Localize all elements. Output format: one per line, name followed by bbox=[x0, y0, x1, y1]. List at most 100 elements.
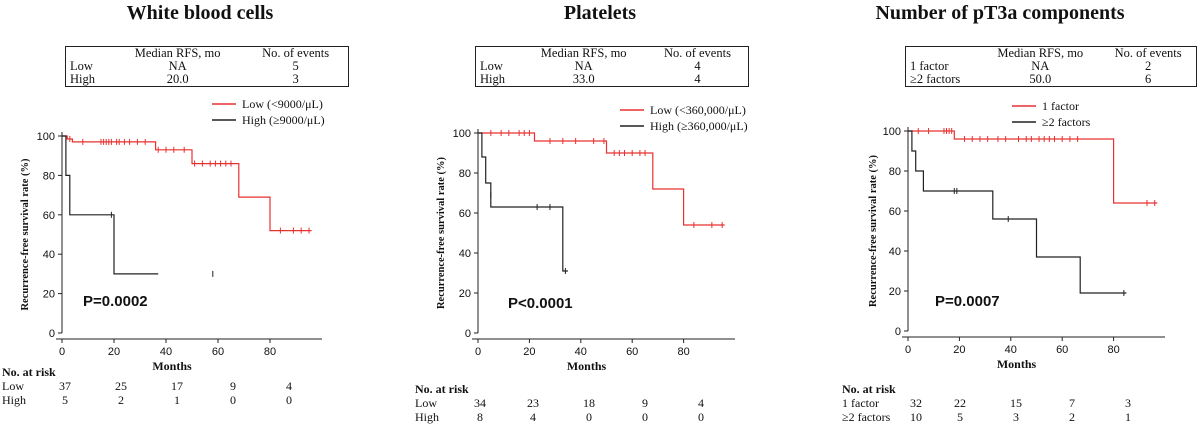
risk-table: No. at risk 1 factor 32 22 15 7 3 ≥2 fac… bbox=[842, 382, 1156, 424]
table-events-value: 4 bbox=[694, 59, 701, 73]
risk-value: 23 bbox=[527, 396, 539, 410]
survival-curve-low bbox=[908, 130, 1158, 204]
y-tick-label: 100 bbox=[453, 128, 471, 140]
x-axis-label: Months bbox=[997, 357, 1037, 371]
risk-value: 2 bbox=[118, 393, 124, 407]
x-tick-label: 20 bbox=[953, 344, 965, 356]
y-tick-label: 60 bbox=[459, 208, 471, 220]
chart-title: White blood cells bbox=[126, 2, 274, 24]
x-axis-label: Months bbox=[152, 359, 192, 373]
risk-value: 0 bbox=[286, 393, 292, 407]
table-row-label: High bbox=[480, 72, 505, 86]
risk-value: 0 bbox=[642, 410, 648, 424]
x-tick-label: 0 bbox=[475, 346, 481, 358]
risk-value: 0 bbox=[586, 410, 592, 424]
risk-value: 7 bbox=[1069, 396, 1075, 410]
risk-value: 0 bbox=[698, 410, 704, 424]
risk-value: 34 bbox=[474, 396, 486, 410]
risk-row-label: Low bbox=[2, 379, 24, 393]
x-tick-label: 80 bbox=[1107, 344, 1119, 356]
y-tick-label: 80 bbox=[459, 168, 471, 180]
y-axis-label: Recurrence-free survival rate (%) bbox=[868, 154, 879, 307]
y-tick-label: 40 bbox=[43, 249, 55, 261]
y-tick-label: 100 bbox=[883, 126, 901, 138]
risk-value: 9 bbox=[642, 396, 648, 410]
risk-table: No. at risk Low 37 25 17 9 4 High 5 2 1 … bbox=[2, 365, 317, 407]
y-tick-label: 40 bbox=[459, 248, 471, 260]
risk-row-label: Low bbox=[415, 396, 437, 410]
table-header-events: No. of events bbox=[1114, 46, 1182, 60]
y-tick-label: 100 bbox=[37, 131, 55, 143]
risk-value: 18 bbox=[583, 396, 595, 410]
y-tick-label: 0 bbox=[49, 328, 55, 340]
risk-value: 1 bbox=[1125, 410, 1131, 424]
x-tick-label: 40 bbox=[160, 346, 172, 358]
y-tick-label: 60 bbox=[43, 210, 55, 222]
y-tick-label: 0 bbox=[465, 328, 471, 340]
table-events-value: 3 bbox=[292, 72, 299, 86]
table-median-value: NA bbox=[168, 59, 187, 73]
table-row-label: 1 factor bbox=[910, 59, 949, 73]
table-header-median: Median RFS, mo bbox=[134, 46, 221, 60]
table-events-value: 4 bbox=[694, 72, 701, 86]
median-rfs-table: Median RFS, mo No. of events 1 factor NA 2 … bbox=[905, 46, 1197, 87]
x-axis-label: Months bbox=[567, 359, 607, 373]
legend-label: Low (<9000/μL) bbox=[242, 97, 323, 111]
x-tick-label: 20 bbox=[523, 346, 535, 358]
x-tick-label: 60 bbox=[1056, 344, 1068, 356]
risk-row-label: High bbox=[415, 410, 439, 424]
risk-value: 25 bbox=[115, 379, 127, 393]
legend-label: High (≥360,000/μL) bbox=[650, 119, 748, 133]
survival-curve-low bbox=[62, 135, 312, 232]
y-tick-label: 40 bbox=[889, 246, 901, 258]
risk-value: 5 bbox=[62, 393, 68, 407]
legend-label: High (≥9000/μL) bbox=[242, 113, 325, 127]
risk-header: No. at risk bbox=[415, 382, 469, 396]
table-header-events: No. of events bbox=[262, 46, 330, 60]
table-row-label: Low bbox=[480, 59, 503, 73]
x-tick-label: 20 bbox=[108, 346, 120, 358]
chart-title: Number of pT3a components bbox=[875, 2, 1125, 24]
legend-label: ≥2 factors bbox=[1042, 115, 1091, 129]
risk-value: 32 bbox=[910, 396, 922, 410]
risk-table: No. at risk Low 34 23 18 9 4 High 8 4 0 … bbox=[415, 382, 729, 424]
risk-header: No. at risk bbox=[842, 382, 896, 396]
legend-label: Low (<360,000/μL) bbox=[650, 103, 746, 117]
risk-value: 4 bbox=[698, 396, 704, 410]
y-tick-label: 80 bbox=[43, 170, 55, 182]
km-plot: 0 20 40 60 80 100 0 20 40 60 80 Months Recurrence-fr… bbox=[436, 103, 748, 373]
table-events-value: 5 bbox=[292, 59, 299, 73]
x-tick-label: 80 bbox=[264, 346, 276, 358]
median-rfs-table: Median RFS, mo No. of events Low NA 4 High 3… bbox=[475, 46, 749, 87]
y-tick-label: 80 bbox=[889, 166, 901, 178]
risk-value: 3 bbox=[1013, 410, 1019, 424]
y-tick-label: 20 bbox=[459, 288, 471, 300]
risk-value: 4 bbox=[530, 410, 536, 424]
table-header-median: Median RFS, mo bbox=[540, 46, 627, 60]
table-median-value: NA bbox=[574, 59, 593, 73]
risk-value: 22 bbox=[954, 396, 966, 410]
survival-curve-high bbox=[478, 132, 568, 272]
table-median-value: 50.0 bbox=[1029, 72, 1052, 86]
median-rfs-table: Median RFS, mo No. of events Low NA 5 High 2… bbox=[65, 46, 349, 87]
y-tick-label: 60 bbox=[889, 206, 901, 218]
legend-label: 1 factor bbox=[1042, 99, 1079, 113]
chart-title: Platelets bbox=[563, 2, 637, 24]
y-axis-label: Recurrence-free survival rate (%) bbox=[436, 156, 447, 309]
risk-value: 8 bbox=[477, 410, 483, 424]
risk-row-label: ≥2 factors bbox=[842, 410, 891, 424]
survival-curve-high bbox=[908, 130, 1127, 294]
risk-row-label: High bbox=[2, 393, 26, 407]
table-median-value: 20.0 bbox=[166, 72, 189, 86]
table-header-events: No. of events bbox=[663, 46, 731, 60]
x-tick-label: 60 bbox=[626, 346, 638, 358]
risk-value: 15 bbox=[1010, 396, 1022, 410]
x-tick-label: 40 bbox=[575, 346, 587, 358]
survival-curve-high bbox=[62, 135, 159, 275]
risk-value: 2 bbox=[1069, 410, 1075, 424]
table-row-label: ≥2 factors bbox=[910, 72, 961, 86]
km-plot: 0 20 40 60 80 100 0 20 40 60 80 Months Recurrence-fr… bbox=[20, 97, 325, 373]
km-panel-platelets: Platelets Median RFS, mo No. of events Lo… bbox=[400, 0, 800, 430]
table-header-median: Median RFS, mo bbox=[997, 46, 1084, 60]
risk-value: 37 bbox=[59, 379, 71, 393]
